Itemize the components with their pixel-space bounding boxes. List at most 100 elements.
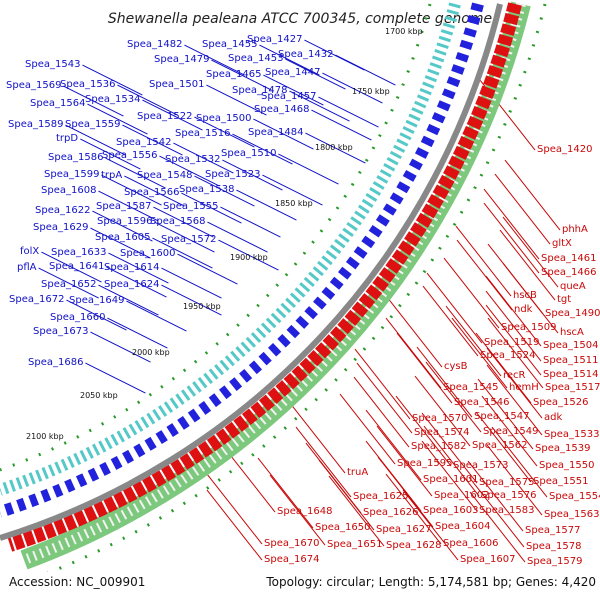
gene-label[interactable]: Spea_1650 — [315, 522, 370, 533]
gene-label[interactable]: Spea_1455 — [202, 39, 257, 50]
gene-label[interactable]: Spea_1533 — [544, 429, 599, 440]
gene-label[interactable]: Spea_1587 — [96, 201, 151, 212]
gene-label[interactable]: Spea_1538 — [179, 184, 234, 195]
gene-label[interactable]: Spea_1556 — [102, 150, 157, 161]
gene-label[interactable]: Spea_1575 — [479, 477, 534, 488]
gene-label[interactable]: Spea_1543 — [25, 59, 80, 70]
gene-label[interactable]: gltX — [552, 238, 572, 249]
gene-label[interactable]: Spea_1550 — [539, 460, 594, 471]
gene-label[interactable]: Spea_1536 — [60, 79, 115, 90]
gene-label[interactable]: queA — [560, 281, 586, 292]
gene-label[interactable]: Spea_1606 — [443, 538, 498, 549]
gene-label[interactable]: ndk — [514, 304, 533, 315]
gene-label[interactable]: Spea_1523 — [205, 169, 260, 180]
gene-label[interactable]: Spea_1465 — [206, 69, 261, 80]
gene-label[interactable]: Spea_1586 — [48, 152, 103, 163]
gene-label[interactable]: Spea_1674 — [264, 554, 319, 565]
gene-label[interactable]: Spea_1542 — [116, 137, 171, 148]
gene-label[interactable]: Spea_1600 — [120, 248, 175, 259]
gene-label[interactable]: Spea_1596 — [97, 216, 152, 227]
gene-label[interactable]: Spea_1625 — [353, 491, 408, 502]
gene-label[interactable]: Spea_1602 — [434, 490, 489, 501]
gene-label[interactable]: truA — [347, 467, 368, 478]
gene-label[interactable]: Spea_1624 — [104, 279, 159, 290]
gene-label[interactable]: Spea_1582 — [411, 441, 466, 452]
gene-label[interactable]: Spea_1484 — [248, 127, 303, 138]
gene-label[interactable]: Spea_1570 — [412, 413, 467, 424]
gene-label[interactable]: Spea_1577 — [525, 525, 580, 536]
gene-label[interactable]: Spea_1589 — [8, 119, 63, 130]
gene-label[interactable]: Spea_1578 — [526, 541, 581, 552]
gene-label[interactable]: Spea_1500 — [196, 113, 251, 124]
gene-label[interactable]: trpA — [101, 170, 122, 181]
gene-label[interactable]: Spea_1673 — [33, 326, 88, 337]
gene-label[interactable]: Spea_1562 — [472, 440, 527, 451]
gene-label[interactable]: hemH — [509, 382, 539, 393]
gene-label[interactable]: cysB — [444, 361, 468, 372]
gene-label[interactable]: Spea_1651 — [327, 539, 382, 550]
gene-label[interactable]: Spea_1568 — [150, 216, 205, 227]
gene-label[interactable]: Spea_1604 — [435, 521, 490, 532]
gene-label[interactable]: Spea_1626 — [363, 507, 418, 518]
gene-label[interactable]: Spea_1563 — [544, 509, 599, 520]
gene-label[interactable]: Spea_1517 — [545, 382, 600, 393]
gene-label[interactable]: trpD — [56, 133, 78, 144]
gene-label[interactable]: Spea_1579 — [527, 556, 582, 567]
gene-label[interactable]: Spea_1547 — [474, 411, 529, 422]
gene-label[interactable]: Spea_1603 — [423, 505, 478, 516]
gene-label[interactable]: Spea_1608 — [41, 185, 96, 196]
gene-label[interactable]: Spea_1524 — [480, 350, 535, 361]
gene-label[interactable]: folX — [20, 246, 39, 257]
gene-label[interactable]: Spea_1564 — [30, 98, 85, 109]
gene-label[interactable]: Spea_1461 — [541, 253, 596, 264]
gene-label[interactable]: Spea_1546 — [454, 397, 509, 408]
gene-label[interactable]: Spea_1532 — [165, 154, 220, 165]
gene-label[interactable]: Spea_1457 — [261, 91, 316, 102]
gene-label[interactable]: Spea_1672 — [9, 294, 64, 305]
gene-label[interactable]: Spea_1576 — [481, 490, 536, 501]
gene-label[interactable]: Spea_1479 — [154, 54, 209, 65]
gene-label[interactable]: hscA — [560, 327, 584, 338]
gene-label[interactable]: Spea_1572 — [161, 234, 216, 245]
gene-label[interactable]: Spea_1686 — [28, 357, 83, 368]
gene-label[interactable]: Spea_1583 — [479, 505, 534, 516]
gene-label[interactable]: Spea_1569 — [6, 80, 61, 91]
gene-label[interactable]: Spea_1514 — [543, 369, 598, 380]
gene-label[interactable]: Spea_1622 — [35, 205, 90, 216]
gene-label[interactable]: Spea_1466 — [541, 267, 596, 278]
gene-label[interactable]: Spea_1447 — [265, 67, 320, 78]
gene-label[interactable]: Spea_1548 — [137, 170, 192, 181]
gene-label[interactable]: Spea_1534 — [85, 94, 140, 105]
gene-label[interactable]: Spea_1510 — [221, 148, 276, 159]
gene-label[interactable]: Spea_1516 — [175, 128, 230, 139]
gene-label[interactable]: Spea_1504 — [543, 340, 598, 351]
gene-label[interactable]: Spea_1551 — [533, 476, 588, 487]
gene-label[interactable]: Spea_1649 — [69, 295, 124, 306]
gene-label[interactable]: Spea_1633 — [51, 247, 106, 258]
gene-label[interactable]: Spea_1670 — [264, 538, 319, 549]
gene-label[interactable]: Spea_1559 — [65, 119, 120, 130]
gene-label[interactable]: tgt — [557, 294, 571, 305]
gene-label[interactable]: Spea_1652 — [41, 279, 96, 290]
gene-label[interactable]: Spea_1629 — [33, 222, 88, 233]
gene-label[interactable]: hscB — [513, 290, 537, 301]
gene-label[interactable]: Spea_1478 — [232, 85, 287, 96]
gene-label[interactable]: Spea_1468 — [254, 104, 309, 115]
gene-label[interactable]: Spea_1432 — [278, 49, 333, 60]
gene-label[interactable]: Spea_1595 — [397, 458, 452, 469]
gene-label[interactable]: Spea_1420 — [537, 144, 592, 155]
gene-label[interactable]: Spea_1660 — [50, 312, 105, 323]
gene-label[interactable]: Spea_1519 — [484, 337, 539, 348]
gene-label[interactable]: Spea_1573 — [453, 460, 508, 471]
gene-label[interactable]: Spea_1555 — [163, 201, 218, 212]
gene-label[interactable]: Spea_1522 — [137, 111, 192, 122]
gene-label[interactable]: Spea_1549 — [483, 426, 538, 437]
gene-label[interactable]: phhA — [562, 224, 588, 235]
gene-label[interactable]: Spea_1539 — [535, 443, 590, 454]
gene-label[interactable]: Spea_1545 — [443, 382, 498, 393]
gene-label[interactable]: Spea_1605 — [95, 232, 150, 243]
gene-label[interactable]: adk — [544, 412, 562, 423]
gene-label[interactable]: Spea_1509 — [501, 322, 556, 333]
gene-label[interactable]: Spea_1453 — [228, 53, 283, 64]
gene-label[interactable]: Spea_1554 — [549, 491, 600, 502]
